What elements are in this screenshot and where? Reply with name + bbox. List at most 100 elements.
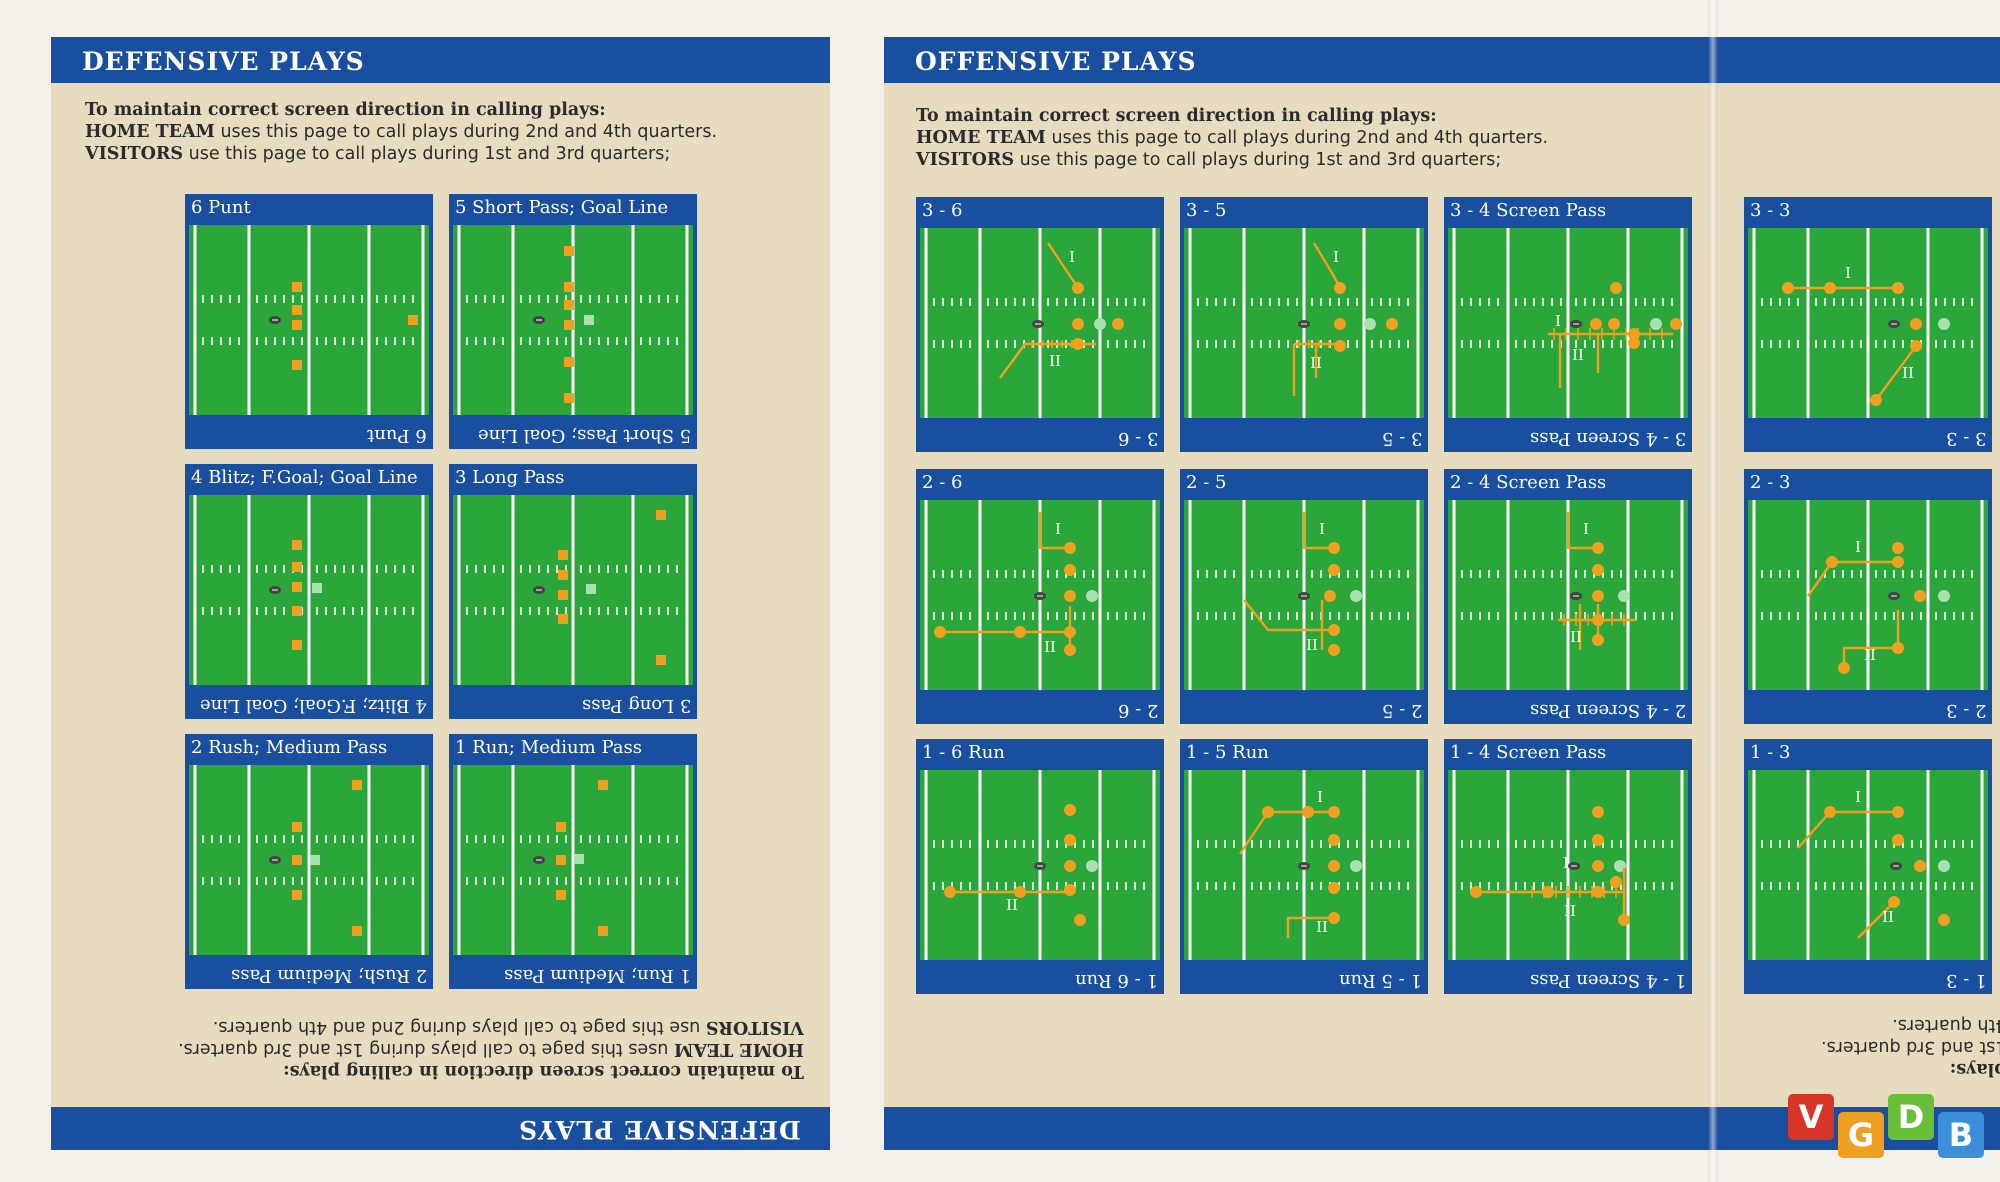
defender-marker bbox=[586, 584, 596, 594]
defensive-intro-rot-line1: To maintain correct screen direction in … bbox=[283, 1061, 804, 1081]
defender-marker bbox=[292, 822, 302, 832]
defender-marker bbox=[556, 855, 566, 865]
defender-marker bbox=[292, 855, 302, 865]
player-marker bbox=[1014, 626, 1026, 638]
defender-marker bbox=[558, 614, 568, 624]
player-marker bbox=[1086, 860, 1098, 872]
player-marker bbox=[1328, 564, 1340, 576]
route-label: I bbox=[1855, 538, 1861, 556]
play-label: 3 - 5 bbox=[1186, 200, 1227, 221]
player-marker bbox=[1608, 318, 1620, 330]
player-marker bbox=[1592, 806, 1604, 818]
play-label: 1 - 3 bbox=[1750, 742, 1791, 763]
play-label: 6 Punt bbox=[191, 197, 251, 218]
defender-marker bbox=[312, 583, 322, 593]
football-field: III bbox=[1748, 500, 1988, 690]
defensive-rot-home-text: uses this page to call plays during 1st … bbox=[178, 1039, 675, 1059]
route-line bbox=[1302, 512, 1334, 550]
offensive-home-text: uses this page to call plays during 2nd … bbox=[1045, 128, 1549, 148]
route-label: I bbox=[1069, 248, 1075, 266]
player-marker bbox=[1328, 644, 1340, 656]
player-marker bbox=[1910, 318, 1922, 330]
defensive-home-text: uses this page to call plays during 2nd … bbox=[214, 122, 718, 142]
route-label: II bbox=[1572, 346, 1584, 364]
player-marker bbox=[1064, 884, 1076, 896]
player-marker bbox=[1628, 337, 1640, 349]
offensive-visitors-label: VISITORS bbox=[916, 150, 1015, 170]
play-card: 4 Blitz; F.Goal; Goal Line 4 Blitz; F.Goa… bbox=[185, 464, 433, 719]
play-card: 5 Short Pass; Goal Line 5 Short Pass; Goa… bbox=[449, 194, 697, 449]
defender-marker bbox=[310, 855, 320, 865]
offensive-header: OFFENSIVE PLAYS bbox=[884, 37, 2000, 83]
route-label: I bbox=[1855, 788, 1861, 806]
defender-marker bbox=[292, 640, 302, 650]
offensive-plays-sheet: OFFENSIVE PLAYS To maintain correct scre… bbox=[884, 37, 2000, 1150]
route-line bbox=[1566, 512, 1598, 550]
football-field: III bbox=[1448, 770, 1688, 960]
play-label-rotated: 2 - 5 bbox=[1381, 700, 1422, 721]
play-label: 4 Blitz; F.Goal; Goal Line bbox=[191, 467, 418, 488]
player-marker bbox=[1610, 282, 1622, 294]
football-field: III bbox=[1184, 500, 1424, 690]
football-field: III bbox=[1448, 500, 1688, 690]
player-marker bbox=[1618, 914, 1630, 926]
defensive-intro-rotated: To maintain correct screen direction in … bbox=[178, 1016, 804, 1082]
defensive-rot-visitors-label: VISITORS bbox=[705, 1017, 804, 1037]
defender-marker bbox=[292, 562, 302, 572]
defender-marker bbox=[292, 606, 302, 616]
player-marker bbox=[1824, 806, 1836, 818]
play-label: 1 - 6 Run bbox=[922, 742, 1005, 763]
defender-marker bbox=[598, 926, 608, 936]
player-marker bbox=[1328, 912, 1340, 924]
route-label: II bbox=[1864, 646, 1876, 664]
football-field bbox=[453, 495, 693, 685]
route-label: II bbox=[1570, 628, 1582, 646]
play-label-rotated: 1 - 5 Run bbox=[1339, 970, 1422, 991]
play-card: 1 - 6 Run II 1 - 6 Run bbox=[916, 739, 1164, 994]
defensive-intro-line1: To maintain correct screen direction in … bbox=[85, 100, 606, 120]
play-label: 2 - 5 bbox=[1186, 472, 1227, 493]
defender-marker bbox=[564, 393, 574, 403]
player-marker bbox=[1302, 806, 1314, 818]
defensive-title-rotated: DEFENSIVE PLAYS bbox=[518, 1115, 801, 1144]
player-marker bbox=[1938, 914, 1950, 926]
player-marker bbox=[1470, 886, 1482, 898]
player-marker bbox=[1870, 394, 1882, 406]
player-marker bbox=[1074, 914, 1086, 926]
defensive-header: DEFENSIVE PLAYS bbox=[51, 37, 830, 83]
route-line bbox=[1857, 901, 1895, 939]
football-field: III bbox=[1448, 228, 1688, 418]
player-marker bbox=[1350, 860, 1362, 872]
football-field: III bbox=[1748, 228, 1988, 418]
route-label: II bbox=[1316, 918, 1328, 936]
player-marker bbox=[1072, 282, 1084, 294]
player-marker bbox=[934, 626, 946, 638]
player-marker bbox=[1386, 318, 1398, 330]
player-marker bbox=[1064, 860, 1076, 872]
offensive-rot-line3: 4th quarters. bbox=[1891, 1015, 2000, 1035]
football-field bbox=[453, 225, 693, 415]
player-marker bbox=[1112, 318, 1124, 330]
route-label: I bbox=[1845, 264, 1851, 282]
route-label: I bbox=[1555, 312, 1561, 330]
football-field bbox=[453, 765, 693, 955]
play-card: 3 - 4 Screen Pass I II 3 - 4 Screen Pass bbox=[1444, 197, 1692, 452]
route-label: I bbox=[1583, 520, 1589, 538]
defender-marker bbox=[292, 540, 302, 550]
player-marker bbox=[1592, 834, 1604, 846]
route-line bbox=[1286, 916, 1334, 938]
player-marker bbox=[1064, 590, 1076, 602]
player-marker bbox=[1328, 806, 1340, 818]
defender-marker bbox=[558, 550, 568, 560]
defender-marker bbox=[352, 926, 362, 936]
football-field bbox=[189, 225, 429, 415]
player-marker bbox=[1542, 886, 1554, 898]
route-label: I bbox=[1333, 248, 1339, 266]
play-label-rotated: 2 - 3 bbox=[1945, 700, 1986, 721]
football-field: III bbox=[920, 228, 1160, 418]
player-marker bbox=[1782, 282, 1794, 294]
player-marker bbox=[1888, 896, 1900, 908]
play-label-rotated: 4 Blitz; F.Goal; Goal Line bbox=[200, 695, 427, 716]
player-marker bbox=[1892, 806, 1904, 818]
football-field: II bbox=[920, 770, 1160, 960]
